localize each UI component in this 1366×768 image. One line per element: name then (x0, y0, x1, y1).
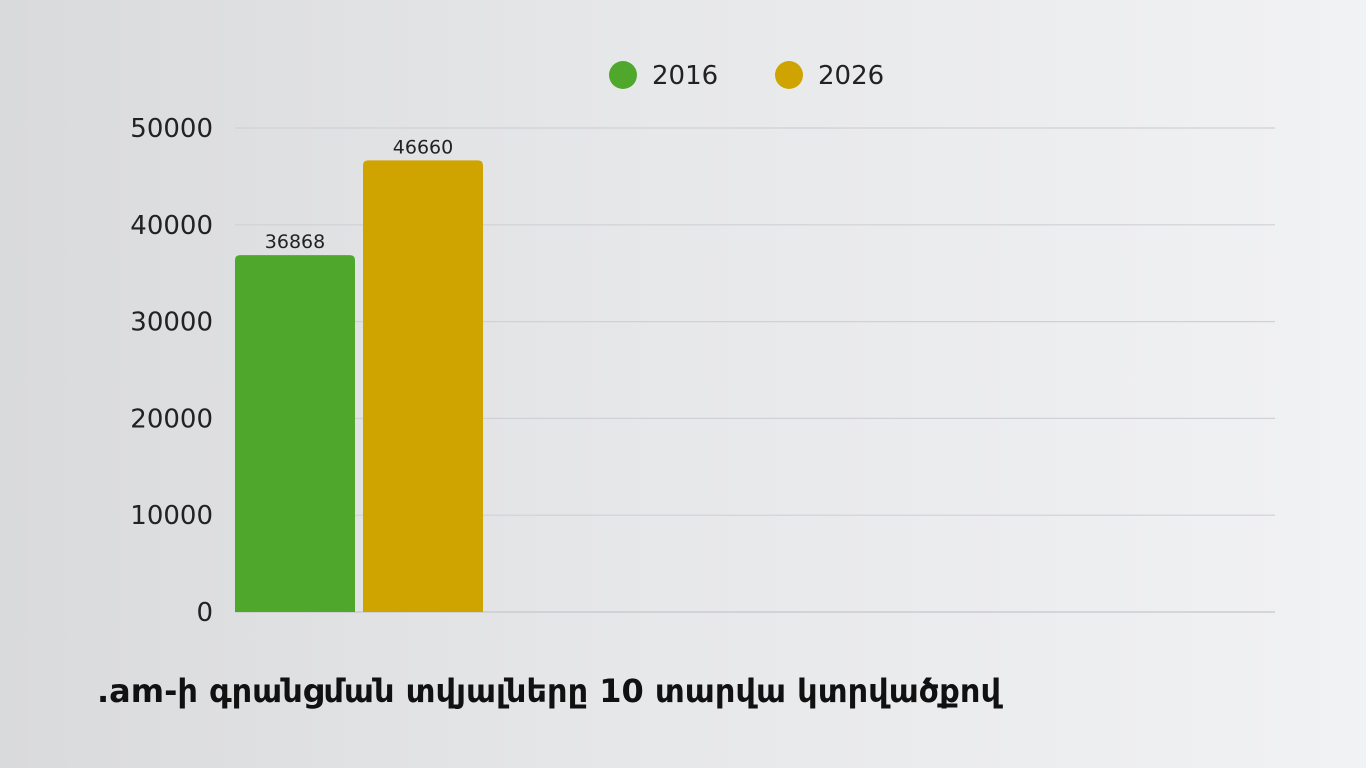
legend-label-2016: 2016 (652, 61, 718, 91)
bar-chart: 0 10000 20000 30000 40000 50000 36868 46660 20… (130, 61, 1275, 628)
legend-marker-2016 (609, 61, 637, 89)
legend-marker-2026 (775, 61, 803, 89)
y-tick-label: 0 (196, 598, 213, 628)
bars (235, 160, 483, 612)
y-tick-label: 50000 (130, 114, 213, 144)
y-tick-label: 20000 (130, 404, 213, 434)
data-label-2026: 46660 (393, 136, 453, 158)
y-tick-label: 40000 (130, 211, 213, 241)
legend-label-2026: 2026 (818, 61, 884, 91)
chart-title: .am-ի գրանցման տվյալները 10 տարվա կտրված… (97, 672, 1001, 710)
y-tick-label: 10000 (130, 501, 213, 531)
bar-2026 (363, 160, 483, 612)
bar-2016 (235, 255, 355, 612)
data-label-2016: 36868 (265, 231, 325, 253)
data-labels: 36868 46660 (265, 136, 453, 253)
legend: 2016 2026 (609, 61, 884, 91)
y-tick-label: 30000 (130, 308, 213, 338)
y-axis-tick-labels: 0 10000 20000 30000 40000 50000 (130, 114, 213, 628)
